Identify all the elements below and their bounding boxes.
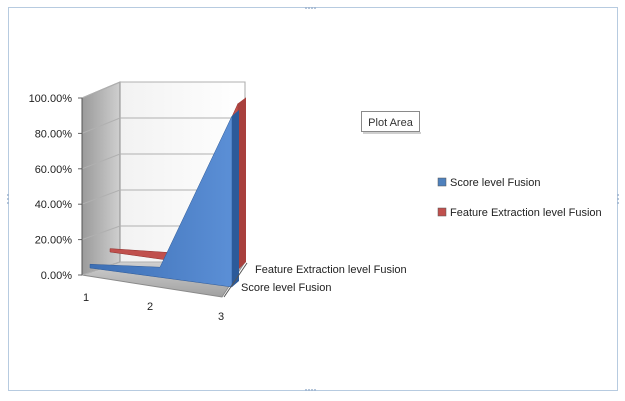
legend-swatch[interactable] bbox=[437, 207, 447, 217]
series-score-level-side bbox=[232, 110, 239, 287]
y-tick-label: 100.00% bbox=[29, 93, 73, 105]
depth-label-score: Score level Fusion bbox=[241, 282, 332, 294]
y-tick-label: 0.00% bbox=[41, 270, 72, 282]
selection-handles[interactable] bbox=[7, 7, 619, 391]
gridline-side bbox=[81, 189, 121, 205]
plot-area-tooltip: Plot Area bbox=[361, 111, 421, 134]
x-tick-label: 3 bbox=[218, 311, 224, 323]
x-tick-label: 2 bbox=[147, 301, 153, 313]
y-tick-label: 80.00% bbox=[35, 128, 73, 140]
series-layer[interactable] bbox=[89, 97, 246, 288]
x-tick-label: 1 bbox=[83, 292, 89, 304]
tooltip-text: Plot Area bbox=[368, 117, 414, 129]
legend-label[interactable]: Feature Extraction level Fusion bbox=[450, 207, 602, 219]
depth-axis: Feature Extraction level Fusion Score lev… bbox=[223, 262, 407, 298]
y-axis: 100.00% 80.00% 60.00% 40.00% 20.00% 0.00% bbox=[29, 93, 83, 282]
gridline-side bbox=[81, 117, 121, 134]
y-tick-label: 60.00% bbox=[35, 164, 73, 176]
depth-label-feature: Feature Extraction level Fusion bbox=[255, 264, 407, 276]
depth-axis-line bbox=[223, 262, 248, 298]
legend-label[interactable]: Score level Fusion bbox=[450, 177, 541, 189]
legend[interactable]: Score level Fusion Feature Extraction lev… bbox=[437, 177, 602, 219]
series-score-level-area[interactable] bbox=[89, 115, 233, 288]
y-tick-label: 40.00% bbox=[35, 199, 73, 211]
series-feature-extraction-side bbox=[238, 97, 246, 271]
side-wall bbox=[81, 81, 121, 276]
gridline-side bbox=[81, 153, 121, 170]
legend-swatch[interactable] bbox=[437, 177, 447, 187]
gridline-side bbox=[81, 225, 121, 241]
x-axis: 1 2 3 bbox=[83, 292, 224, 323]
y-tick-label: 20.00% bbox=[35, 235, 73, 247]
gridline-side bbox=[81, 81, 121, 99]
